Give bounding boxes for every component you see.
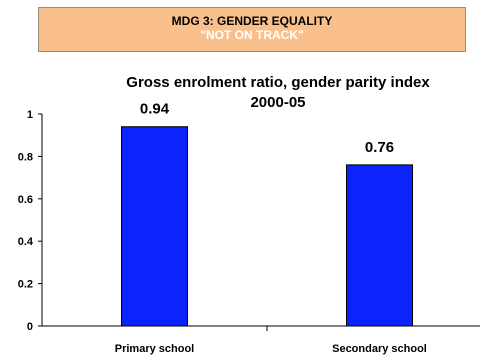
chart-title-line1: Gross enrolment ratio, gender parity ind… — [126, 74, 430, 91]
bar-2 — [346, 164, 413, 327]
category-label: Primary school — [115, 343, 194, 355]
chart-title: Gross enrolment ratio, gender parity ind… — [0, 73, 480, 113]
y-tick-label: 0.2 — [18, 279, 33, 291]
banner-status: "NOT ON TRACK" — [200, 28, 304, 42]
banner-title: MDG 3: GENDER EQUALITY — [171, 14, 333, 28]
y-tick-label: 1 — [27, 109, 33, 121]
y-tick-label: 0.4 — [18, 236, 34, 248]
data-label: 0.76 — [365, 139, 394, 156]
y-tick-label: 0.6 — [18, 194, 33, 206]
category-label: Secondary school — [332, 343, 427, 355]
chart-title-line2: 2000-05 — [250, 94, 306, 111]
data-label: 0.94 — [140, 101, 170, 118]
y-tick-label: 0 — [27, 321, 33, 333]
y-tick-label: 0.8 — [18, 151, 33, 163]
bar-1 — [121, 126, 188, 327]
status-banner: MDG 3: GENDER EQUALITY "NOT ON TRACK" — [38, 7, 466, 52]
